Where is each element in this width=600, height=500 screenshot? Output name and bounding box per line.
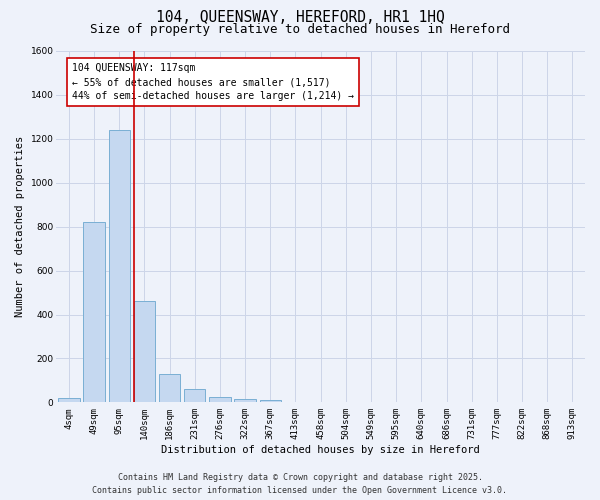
Bar <box>260 400 281 402</box>
Text: 104 QUEENSWAY: 117sqm
← 55% of detached houses are smaller (1,517)
44% of semi-d: 104 QUEENSWAY: 117sqm ← 55% of detached … <box>72 64 354 102</box>
Bar <box>209 397 230 402</box>
Bar <box>109 130 130 402</box>
Bar <box>58 398 80 402</box>
Bar <box>184 389 205 402</box>
Text: Contains HM Land Registry data © Crown copyright and database right 2025.
Contai: Contains HM Land Registry data © Crown c… <box>92 474 508 495</box>
Bar <box>134 302 155 402</box>
Text: 104, QUEENSWAY, HEREFORD, HR1 1HQ: 104, QUEENSWAY, HEREFORD, HR1 1HQ <box>155 10 445 25</box>
Text: Size of property relative to detached houses in Hereford: Size of property relative to detached ho… <box>90 22 510 36</box>
X-axis label: Distribution of detached houses by size in Hereford: Distribution of detached houses by size … <box>161 445 480 455</box>
Bar <box>83 222 105 402</box>
Bar <box>159 374 181 402</box>
Bar <box>235 399 256 402</box>
Y-axis label: Number of detached properties: Number of detached properties <box>15 136 25 318</box>
